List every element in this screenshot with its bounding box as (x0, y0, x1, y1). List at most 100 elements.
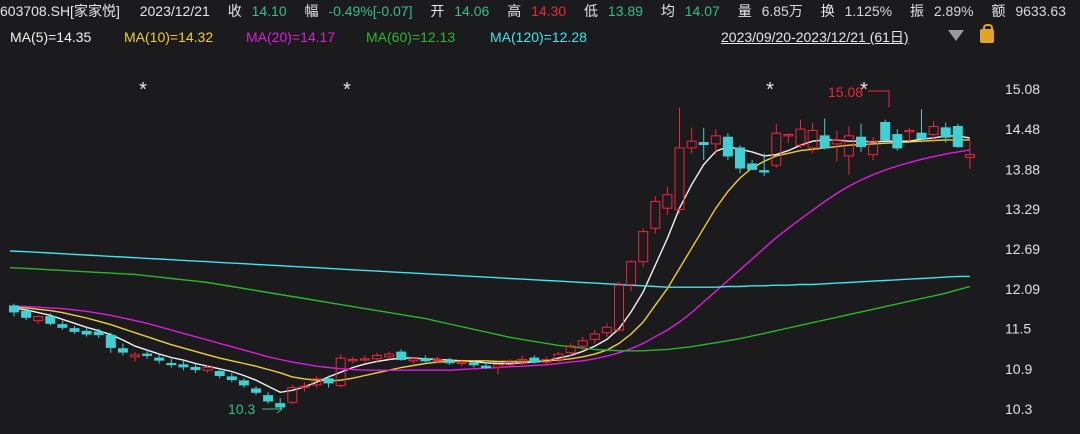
candle-body (928, 125, 939, 136)
change-value: -0.49%[-0.07] (328, 3, 413, 19)
candle (154, 354, 165, 364)
high-annotation: 15.08 (828, 84, 863, 100)
turnover-label: 换 (820, 3, 835, 19)
candle-body (795, 128, 806, 146)
candle (69, 325, 80, 335)
candle-body (783, 134, 794, 137)
event-marker: * (860, 79, 868, 101)
candle (589, 330, 600, 344)
close-value: 14.10 (251, 3, 287, 19)
candle (880, 119, 891, 143)
candle-body (45, 316, 56, 324)
candle (868, 137, 879, 160)
candle-body (190, 366, 201, 371)
candle (940, 122, 951, 143)
ma-lines (9, 135, 971, 394)
candle (807, 122, 818, 154)
candle-body (359, 358, 370, 361)
candle-body (238, 380, 249, 386)
ma20-legend: MA(20)=14.17 (246, 29, 336, 45)
candle (347, 356, 358, 364)
avg-value: 14.07 (684, 3, 720, 19)
candle-body (759, 170, 770, 173)
candle-body (686, 140, 697, 149)
candle-body (964, 154, 975, 158)
ma10-line (13, 139, 970, 382)
stock-code[interactable]: 603708.SH[家家悦] (0, 3, 120, 19)
candlestick-chart[interactable]: 15.08 14.48 13.88 13.29 12.69 12.09 11.5 10.9 10… (0, 50, 1080, 434)
candle (964, 141, 975, 169)
y-tick-label: 10.9 (1005, 361, 1032, 377)
candle-body (940, 127, 951, 138)
candles (9, 107, 975, 409)
y-tick-label: 12.09 (1005, 281, 1040, 297)
candle (190, 364, 201, 373)
ma-legend: MA(5)=14.35 MA(10)=14.32 MA(20)=14.17 MA… (0, 24, 1080, 48)
candle (456, 360, 467, 367)
candle-body (202, 366, 213, 371)
ma5-legend: MA(5)=14.35 (10, 29, 92, 45)
quote-bar: 603708.SH[家家悦] 2023/12/21 收 14.10 幅 -0.4… (0, 0, 1080, 22)
y-tick-label: 14.48 (1005, 121, 1040, 137)
dropdown-arrow-icon[interactable] (948, 30, 964, 41)
low-label: 低 (584, 3, 599, 19)
candle-body (565, 345, 576, 354)
candle-body (880, 121, 891, 141)
candle-body (299, 385, 310, 389)
volume-label: 量 (737, 3, 752, 19)
ma20-line (13, 149, 971, 371)
candle (117, 343, 128, 356)
candle (831, 130, 842, 162)
candle (638, 228, 649, 268)
candle (166, 358, 177, 368)
candle (553, 352, 564, 363)
open-value: 14.06 (454, 3, 490, 19)
candle-body (287, 387, 298, 403)
candle (311, 376, 322, 388)
candle (928, 121, 939, 143)
candle-body (323, 378, 334, 384)
candle (674, 107, 685, 214)
ma120-line (9, 250, 970, 288)
amount-value: 9633.63 (1015, 3, 1066, 19)
ma10-legend: MA(10)=14.32 (124, 29, 214, 45)
candle (650, 196, 661, 234)
turnover-value: 1.125% (844, 3, 893, 19)
candle (747, 159, 758, 170)
candle (759, 153, 770, 177)
candle-body (807, 130, 818, 149)
candle-body (626, 261, 637, 285)
y-axis: 15.08 14.48 13.88 13.29 12.69 12.09 11.5 10.9 10… (1005, 81, 1040, 417)
date-range-selector[interactable]: 2023/09/20-2023/12/21 (61日) (721, 29, 909, 45)
y-tick-label: 13.88 (1005, 161, 1040, 177)
candle-body (517, 358, 528, 363)
candle (214, 368, 225, 379)
candle (372, 352, 382, 363)
ma60-legend: MA(60)=12.13 (366, 29, 456, 45)
candle-body (589, 333, 600, 340)
candle (698, 127, 709, 160)
candle (601, 323, 612, 337)
candle (263, 392, 274, 404)
candle-body (214, 371, 225, 377)
candle (771, 123, 782, 168)
y-tick-label: 10.3 (1005, 401, 1032, 417)
lock-icon[interactable] (980, 24, 994, 43)
volume-value: 6.85万 (761, 3, 803, 19)
candle (505, 359, 516, 367)
ma5-line (13, 135, 971, 394)
candle (795, 119, 806, 148)
candle (105, 332, 116, 353)
candle (710, 129, 721, 155)
event-marker: * (139, 79, 147, 101)
candle-body (493, 364, 503, 368)
candle (432, 356, 443, 364)
candle (686, 127, 697, 154)
amplitude-label: 振 (909, 3, 924, 19)
candle (626, 260, 637, 292)
candle (541, 356, 552, 365)
candle (493, 363, 503, 375)
candle-body (384, 353, 395, 358)
candle-body (831, 139, 842, 145)
candle (299, 382, 310, 392)
